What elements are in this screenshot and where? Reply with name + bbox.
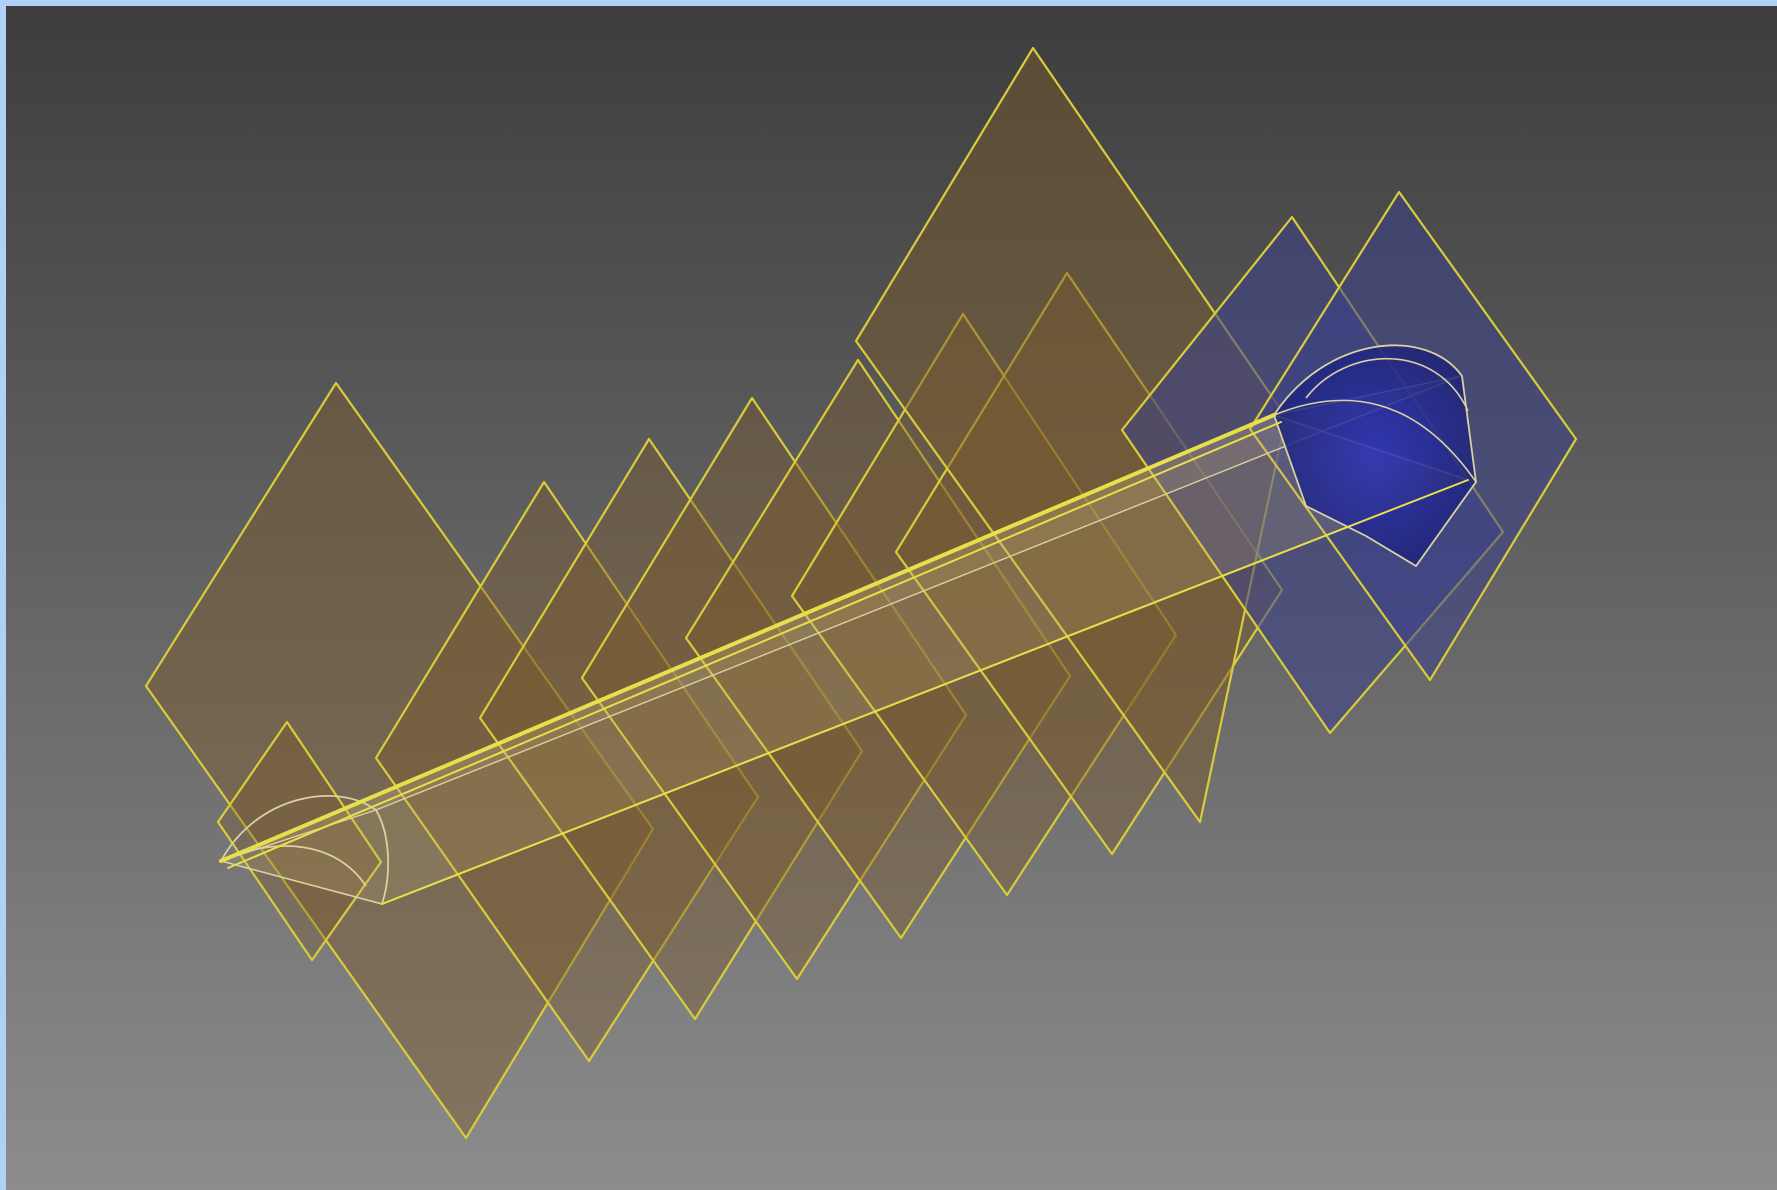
section-plane[interactable] (854, 46, 1288, 824)
section-plane[interactable] (478, 437, 864, 1021)
end-cap (1273, 344, 1477, 568)
sweep-rail[interactable] (381, 479, 1469, 905)
start-profile-arc (375, 809, 389, 905)
end-cap-arc (1273, 399, 1477, 483)
sweep-rail[interactable] (227, 421, 1282, 869)
section-plane[interactable] (374, 480, 760, 1063)
sweep-rails (219, 413, 1469, 905)
section-planes (144, 46, 1288, 1140)
viewport-background (6, 6, 1777, 1190)
section-plane[interactable] (580, 396, 968, 981)
section-plane[interactable] (144, 381, 655, 1140)
section-plane[interactable] (216, 720, 383, 962)
section-plane[interactable] (684, 358, 1072, 940)
section-plane[interactable] (790, 312, 1178, 897)
3d-viewport[interactable] (6, 6, 1777, 1190)
end-cap-arc (1305, 357, 1469, 412)
wireframe-scene[interactable] (6, 6, 1777, 1190)
sweep-rail[interactable] (219, 413, 1276, 863)
